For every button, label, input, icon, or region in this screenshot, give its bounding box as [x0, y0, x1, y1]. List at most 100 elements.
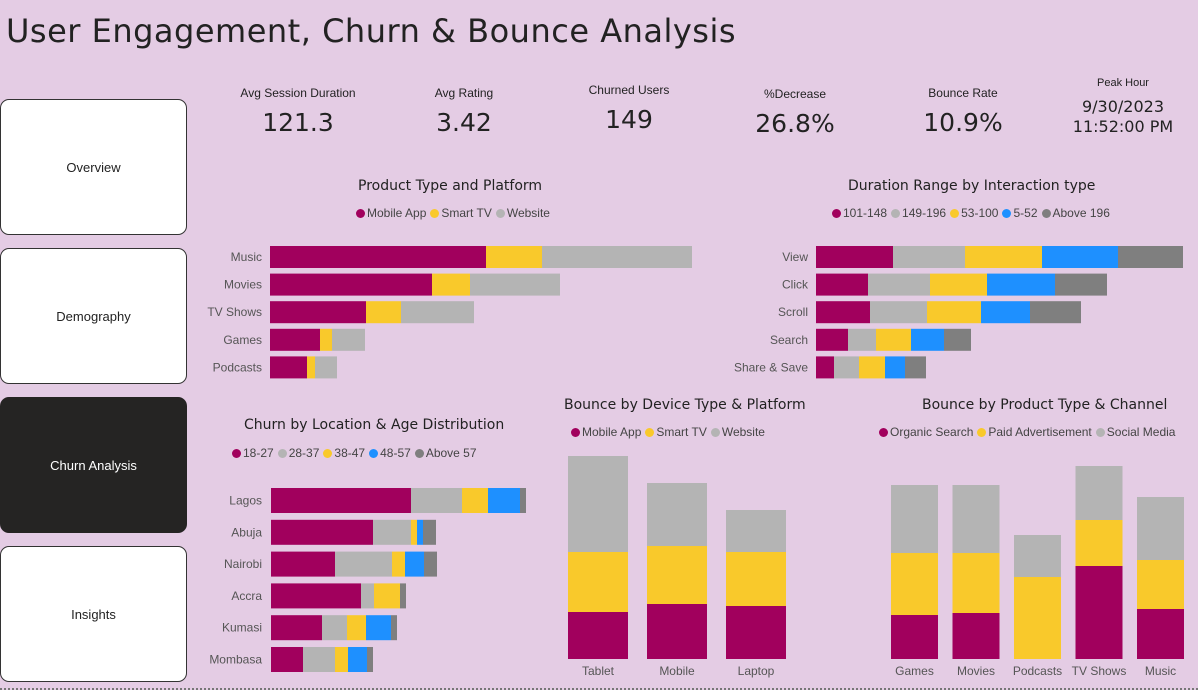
bar-scroll-101-148[interactable]	[816, 301, 870, 324]
bar-kumasi-48-57[interactable]	[366, 615, 391, 641]
bar-kumasi-28-37[interactable]	[322, 615, 347, 641]
bar-view-101-148[interactable]	[816, 246, 893, 268]
bar-games-smart-tv[interactable]	[320, 328, 332, 351]
bar-view-53-100[interactable]	[965, 246, 1042, 268]
nav-button-churn-analysis[interactable]: Churn Analysis	[0, 397, 187, 533]
bar-scroll-149-196[interactable]	[870, 301, 927, 324]
bar-music-website[interactable]	[542, 246, 692, 268]
bar-lagos-48-57[interactable]	[488, 488, 520, 513]
bar-movies-organic-search[interactable]	[952, 613, 1000, 659]
bar-abuja-48-57[interactable]	[417, 519, 423, 545]
bar-lagos-above-57[interactable]	[520, 488, 526, 513]
bar-tv-shows-social-media[interactable]	[1075, 466, 1123, 520]
bar-mobile-mobile-app[interactable]	[647, 604, 707, 659]
legend-item-53-100[interactable]: 53-100	[950, 206, 998, 220]
legend-item-website[interactable]: Website	[495, 206, 550, 220]
bar-tv-shows-smart-tv[interactable]	[366, 301, 401, 324]
bar-view-5-52[interactable]	[1042, 246, 1118, 268]
legend-item-18-27[interactable]: 18-27	[232, 446, 274, 460]
bar-lagos-18-27[interactable]	[271, 488, 411, 513]
bar-click-101-148[interactable]	[816, 273, 868, 296]
bar-abuja-above-57[interactable]	[423, 519, 436, 545]
bar-scroll-53-100[interactable]	[927, 301, 981, 324]
bar-kumasi-38-47[interactable]	[347, 615, 366, 641]
bar-movies-social-media[interactable]	[952, 485, 1000, 553]
bar-click-5-52[interactable]	[987, 273, 1055, 296]
bar-search-53-100[interactable]	[876, 328, 911, 351]
legend-item-28-37[interactable]: 28-37	[277, 446, 319, 460]
bar-abuja-18-27[interactable]	[271, 519, 373, 545]
bar-scroll-above-196[interactable]	[1030, 301, 1081, 324]
bar-accra-28-37[interactable]	[361, 583, 374, 609]
bar-mombasa-18-27[interactable]	[271, 647, 303, 672]
legend-item-101-148[interactable]: 101-148	[832, 206, 887, 220]
legend-item-organic-search[interactable]: Organic Search	[879, 425, 973, 439]
legend-item-mobile-app[interactable]: Mobile App	[356, 206, 426, 220]
bar-mombasa-38-47[interactable]	[335, 647, 348, 672]
bar-mobile-smart-tv[interactable]	[647, 546, 707, 604]
bar-click-149-196[interactable]	[868, 273, 930, 296]
bar-laptop-website[interactable]	[726, 510, 786, 552]
bar-games-social-media[interactable]	[891, 485, 938, 553]
bar-games-mobile-app[interactable]	[270, 328, 320, 351]
bar-click-above-196[interactable]	[1055, 273, 1107, 296]
bar-kumasi-18-27[interactable]	[271, 615, 322, 641]
legend-item-paid-advertisement[interactable]: Paid Advertisement	[977, 425, 1092, 439]
bar-movies-website[interactable]	[470, 273, 560, 296]
bar-podcasts-smart-tv[interactable]	[307, 356, 315, 379]
bar-music-social-media[interactable]	[1137, 497, 1184, 560]
bar-tablet-mobile-app[interactable]	[568, 612, 628, 659]
legend-item-smart-tv[interactable]: Smart TV	[645, 425, 707, 439]
bar-nairobi-above-57[interactable]	[424, 551, 437, 577]
bar-movies-paid-advertisement[interactable]	[952, 553, 1000, 613]
bar-podcasts-website[interactable]	[315, 356, 337, 379]
bar-search-101-148[interactable]	[816, 328, 848, 351]
bar-lagos-28-37[interactable]	[411, 488, 462, 513]
bar-kumasi-above-57[interactable]	[391, 615, 397, 641]
bar-lagos-38-47[interactable]	[462, 488, 488, 513]
bar-mobile-website[interactable]	[647, 483, 707, 546]
bar-view-above-196[interactable]	[1118, 246, 1183, 268]
bar-movies-smart-tv[interactable]	[432, 273, 470, 296]
nav-button-demography[interactable]: Demography	[0, 248, 187, 384]
bar-music-smart-tv[interactable]	[486, 246, 542, 268]
bar-search-149-196[interactable]	[848, 328, 876, 351]
legend-item-mobile-app[interactable]: Mobile App	[571, 425, 641, 439]
bar-music-mobile-app[interactable]	[270, 246, 486, 268]
bar-mombasa-48-57[interactable]	[348, 647, 367, 672]
bar-tv-shows-paid-advertisement[interactable]	[1075, 520, 1123, 566]
bar-podcasts-paid-advertisement[interactable]	[1014, 577, 1061, 659]
bar-mombasa-28-37[interactable]	[303, 647, 335, 672]
legend-item-website[interactable]: Website	[710, 425, 765, 439]
bar-podcasts-social-media[interactable]	[1014, 535, 1061, 577]
nav-button-insights[interactable]: Insights	[0, 546, 187, 682]
bar-games-website[interactable]	[332, 328, 365, 351]
bar-accra-38-47[interactable]	[374, 583, 400, 609]
bar-music-paid-advertisement[interactable]	[1137, 560, 1184, 609]
legend-item-smart-tv[interactable]: Smart TV	[430, 206, 492, 220]
bar-share-save-53-100[interactable]	[859, 356, 885, 379]
bar-tv-shows-mobile-app[interactable]	[270, 301, 366, 324]
bar-music-organic-search[interactable]	[1137, 609, 1184, 659]
bar-share-save-149-196[interactable]	[834, 356, 859, 379]
bar-abuja-38-47[interactable]	[411, 519, 417, 545]
bar-games-paid-advertisement[interactable]	[891, 553, 938, 615]
bar-accra-above-57[interactable]	[400, 583, 406, 609]
bar-abuja-28-37[interactable]	[373, 519, 411, 545]
legend-item-social-media[interactable]: Social Media	[1095, 425, 1175, 439]
bar-nairobi-48-57[interactable]	[405, 551, 424, 577]
bar-share-save-5-52[interactable]	[885, 356, 905, 379]
bar-movies-mobile-app[interactable]	[270, 273, 432, 296]
bar-share-save-101-148[interactable]	[816, 356, 834, 379]
bar-search-5-52[interactable]	[911, 328, 944, 351]
bar-nairobi-38-47[interactable]	[392, 551, 405, 577]
legend-item-149-196[interactable]: 149-196	[891, 206, 946, 220]
bar-search-above-196[interactable]	[944, 328, 971, 351]
legend-item-5-52[interactable]: 5-52	[1002, 206, 1038, 220]
bar-laptop-mobile-app[interactable]	[726, 606, 786, 659]
bar-scroll-5-52[interactable]	[981, 301, 1030, 324]
bar-games-organic-search[interactable]	[891, 615, 938, 659]
bar-share-save-above-196[interactable]	[905, 356, 926, 379]
bar-tv-shows-website[interactable]	[401, 301, 474, 324]
bar-accra-18-27[interactable]	[271, 583, 361, 609]
